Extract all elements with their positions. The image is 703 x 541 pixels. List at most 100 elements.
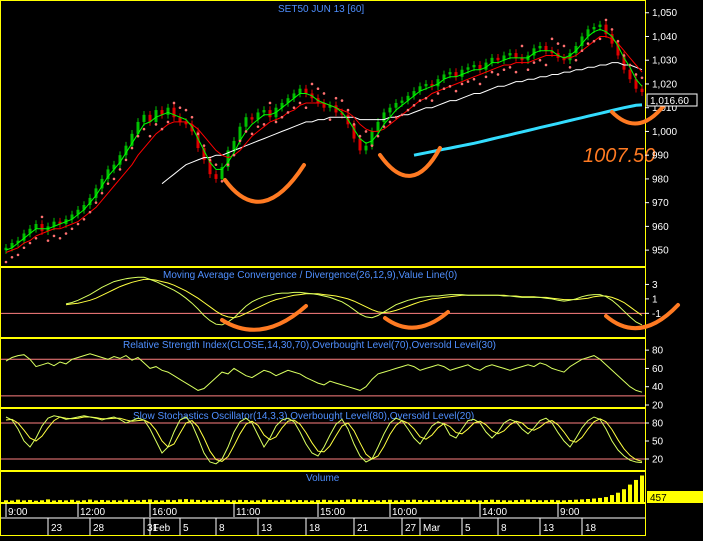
volume-bar — [346, 499, 350, 502]
price-sar-dot — [568, 66, 572, 69]
volume-bar — [502, 500, 506, 502]
volume-bar — [526, 499, 530, 502]
volume-bar — [364, 499, 368, 502]
stoch-panel-frame — [0, 408, 646, 471]
price-sar-dot — [622, 54, 626, 57]
price-sar-dot — [4, 260, 8, 264]
price-y-tick-label: 1,030 — [652, 56, 677, 67]
volume-bar — [562, 500, 566, 502]
last-volume-badge — [647, 491, 703, 503]
volume-bar — [424, 500, 428, 502]
price-candle-body — [208, 159, 212, 175]
macd-y-tick-label: -1 — [652, 309, 661, 320]
price-sar-dot — [160, 127, 164, 131]
price-candle-body — [574, 45, 578, 54]
date-tick-label: 8 — [501, 523, 507, 534]
price-candle-body — [124, 145, 128, 156]
price-panel-frame — [0, 0, 646, 267]
price-candle-body — [496, 57, 500, 61]
time-tick-label: 15:00 — [320, 507, 345, 518]
price-sar-dot — [262, 123, 266, 126]
price-candle-body — [52, 221, 56, 227]
price-sar-dot — [100, 191, 104, 195]
price-sar-dot — [178, 106, 182, 110]
price-sar-dot — [418, 99, 422, 102]
price-sar-dot — [322, 92, 326, 95]
volume-bar — [604, 497, 608, 502]
macd-panel-title: Moving Average Convergence / Divergence(… — [163, 270, 457, 281]
price-candle-body — [238, 126, 242, 141]
macd-value-line — [65, 276, 643, 326]
price-sar-dot — [166, 120, 170, 124]
volume-bar — [46, 499, 50, 502]
price-sar-dot — [142, 127, 146, 131]
price-sar-dot — [562, 44, 566, 48]
volume-bar — [484, 500, 488, 502]
volume-bar — [454, 500, 458, 502]
price-candle-body — [178, 117, 182, 122]
price-panel-title: SET50 JUN 13 [60] — [278, 4, 364, 15]
price-candle-body — [358, 138, 362, 151]
price-sar-dot — [130, 146, 134, 150]
price-sar-dot — [382, 125, 386, 128]
volume-bar — [490, 499, 494, 502]
volume-layer — [4, 475, 644, 502]
macd-y-tick-label: 3 — [652, 280, 658, 291]
macd-y-tick-label: 1 — [652, 294, 658, 305]
price-sar-dot — [118, 168, 122, 171]
rsi-line — [5, 353, 643, 393]
volume-bar — [616, 492, 620, 502]
price-sar-dot — [58, 236, 62, 240]
price-sar-dot — [352, 123, 356, 126]
price-sar-dot — [10, 255, 14, 259]
volume-bar — [268, 499, 272, 502]
price-sar-dot — [466, 80, 470, 83]
volume-bar — [280, 500, 284, 502]
price-annotation-arc — [610, 98, 670, 126]
date-tick-label: 8 — [219, 523, 225, 534]
price-candle-body — [382, 112, 386, 122]
price-sar-dot — [550, 37, 554, 41]
price-candle-body — [532, 48, 536, 56]
volume-bar — [388, 499, 392, 502]
price-candle-body — [268, 110, 272, 118]
price-candle-body — [100, 178, 104, 189]
price-candle-body — [34, 224, 38, 229]
volume-bar — [34, 500, 38, 502]
price-sar-dot — [148, 134, 152, 138]
volume-bar — [274, 500, 278, 502]
volume-bar — [550, 499, 554, 502]
price-candle-body — [598, 24, 602, 27]
price-y-tick-label: 1,000 — [652, 127, 677, 138]
annotation-layer — [220, 98, 680, 332]
stoch-k-line — [5, 415, 643, 465]
price-candle-body — [70, 214, 74, 220]
price-candle-body — [220, 167, 224, 179]
volume-bar — [634, 479, 638, 502]
volume-bar — [4, 500, 8, 502]
axis-layer: 9:00 12:00 16:00 11:00 15:00 10:00 14:00 9:00 23… — [1, 503, 645, 535]
price-candle-body — [508, 53, 512, 56]
price-candle-body — [4, 247, 8, 251]
volume-bar — [382, 500, 386, 502]
price-candle-body — [460, 69, 464, 77]
price-candle-body — [370, 131, 374, 146]
price-ma-fast-line — [5, 28, 643, 251]
price-annotation: 1007.50 — [583, 145, 655, 167]
price-candle-body — [490, 57, 494, 63]
volume-bar — [568, 499, 572, 502]
volume-bar — [460, 500, 464, 502]
date-tick-label: 13 — [261, 523, 273, 534]
time-tick-label: 11:00 — [236, 507, 261, 518]
rsi-panel-title: Relative Strength Index(CLOSE,14,30,70),… — [123, 340, 496, 351]
price-sar-dot — [640, 76, 644, 80]
volume-bar — [610, 495, 614, 502]
price-candle-body — [328, 105, 332, 108]
volume-bar — [94, 500, 98, 502]
price-sar-dot — [520, 44, 524, 48]
volume-bar — [628, 484, 632, 502]
price-candle-body — [472, 64, 476, 68]
price-candle-body — [286, 98, 290, 103]
price-sar-dot — [274, 120, 278, 124]
price-candle-body — [166, 107, 170, 115]
